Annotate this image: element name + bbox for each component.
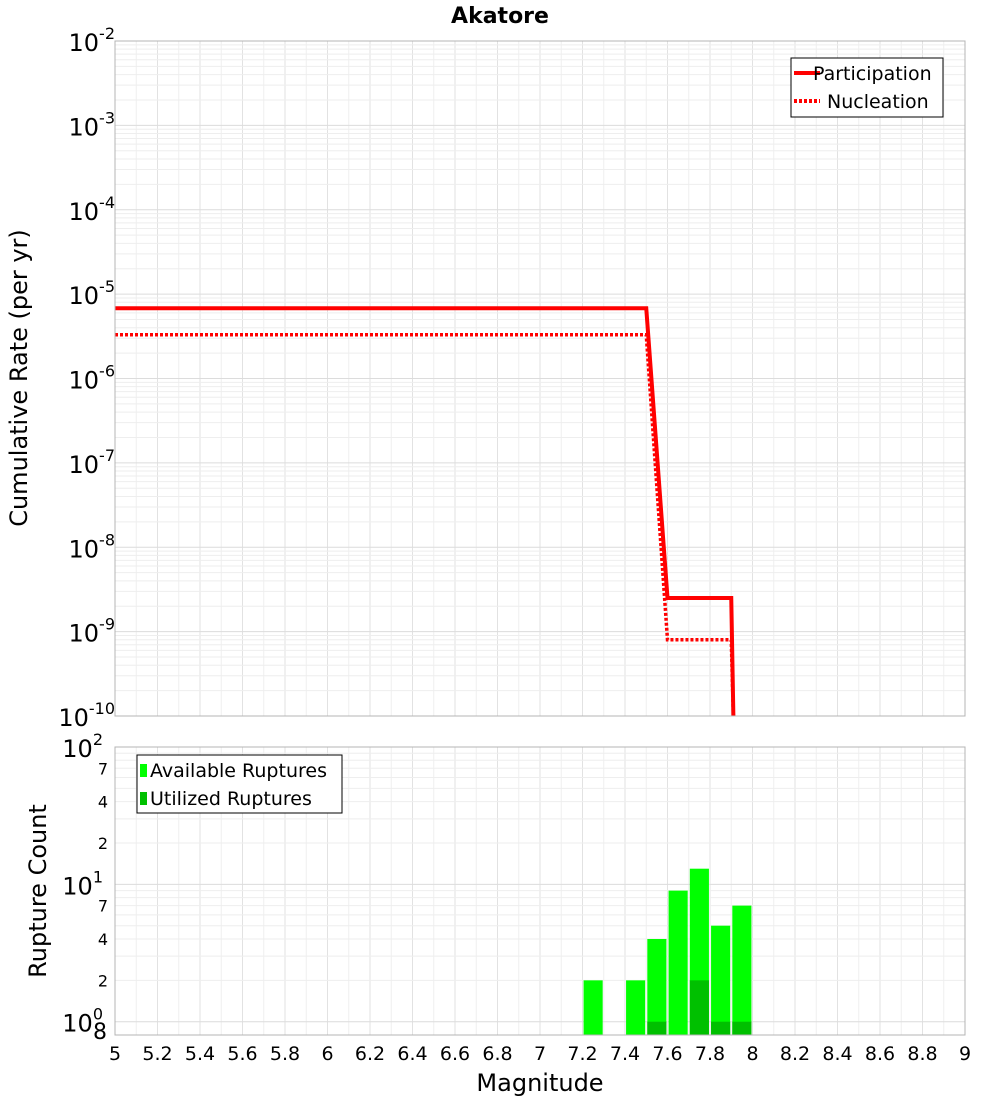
y-tick-label-bottom: 2 [98,971,108,990]
bar-available-ruptures [711,925,731,1035]
x-tick-label: 6.4 [397,1043,427,1065]
x-tick-label: 7.2 [567,1043,597,1065]
x-tick-label: 8.2 [780,1043,810,1065]
x-tick-label: 7.4 [610,1043,640,1065]
y-axis-label-bottom: Rupture Count [24,804,52,978]
x-tick-label: 5 [109,1043,121,1065]
y-tick-label-bottom: 7 [98,759,108,778]
bar-available-ruptures [732,905,752,1035]
y-tick-label-top: 10-5 [69,277,116,310]
y-tick-label-top: 10-7 [69,446,116,479]
bar-utilized-ruptures [689,980,709,1035]
legend-top [790,57,944,118]
x-tick-label: 9 [959,1043,971,1065]
y-tick-label-top: 10-4 [69,193,116,226]
y-tick-label-bottom: 7 [98,897,108,916]
bar-available-ruptures [583,980,603,1035]
x-tick-label: 8 [746,1043,758,1065]
y-tick-label-top: 10-2 [69,24,116,57]
x-tick-label: 5.6 [227,1043,257,1065]
bar-utilized-ruptures [711,1021,731,1035]
y-tick-label-bottom: 2 [98,834,108,853]
y-tick-label-bottom: 4 [98,793,108,812]
x-tick-label: 5.4 [185,1043,215,1065]
legend-label-participation: Participation [813,63,932,85]
y-tick-label-top: 10-8 [69,530,116,563]
x-tick-label: 6.2 [355,1043,385,1065]
y-tick-label-top: 10-9 [69,615,116,648]
x-tick-label: 5.2 [142,1043,172,1065]
bottom-plot-border [114,746,966,1036]
legend-label-available-ruptures: Available Ruptures [150,760,327,782]
legend-swatch-available-ruptures [140,764,147,777]
x-tick-label: 6 [321,1043,333,1065]
legend-bottom [136,754,343,814]
legend-label-nucleation: Nucleation [827,91,929,113]
x-axis-label: Magnitude [476,1069,603,1097]
x-tick-label: 8.8 [907,1043,937,1065]
x-tick-label: 5.8 [270,1043,300,1065]
top-plot-border [114,40,966,717]
x-tick-label: 8.6 [865,1043,895,1065]
y-tick-label-bottom: 4 [98,930,108,949]
series-line-nucleation [115,333,736,717]
y-tick-label-bottom: 102 [62,730,103,763]
x-tick-label: 7.6 [652,1043,682,1065]
bar-available-ruptures [647,939,667,1035]
y-axis-label-top: Cumulative Rate (per yr) [5,229,33,527]
x-tick-label: 7.8 [695,1043,725,1065]
y-tick-label-top: 10-10 [58,699,115,732]
bar-available-ruptures [668,890,688,1035]
series-line-participation [115,306,736,717]
bar-available-ruptures [626,980,646,1035]
legend-label-utilized-ruptures: Utilized Ruptures [150,788,312,810]
y-tick-label-bottom: 101 [62,867,103,900]
y-tick-label-top: 10-6 [69,362,116,395]
legend-swatch-utilized-ruptures [140,792,147,805]
bar-utilized-ruptures [732,1021,752,1035]
y-tick-label-top: 10-3 [69,108,116,141]
chart-title: Akatore [451,4,549,29]
y-tick-label-bottom: 8 [93,1020,107,1045]
x-tick-label: 8.4 [822,1043,852,1065]
x-tick-label: 6.6 [440,1043,470,1065]
bar-utilized-ruptures [647,1021,667,1035]
x-tick-label: 7 [534,1043,546,1065]
x-tick-label: 6.8 [482,1043,512,1065]
y-tick-label-bottom: 100 [62,1005,103,1038]
